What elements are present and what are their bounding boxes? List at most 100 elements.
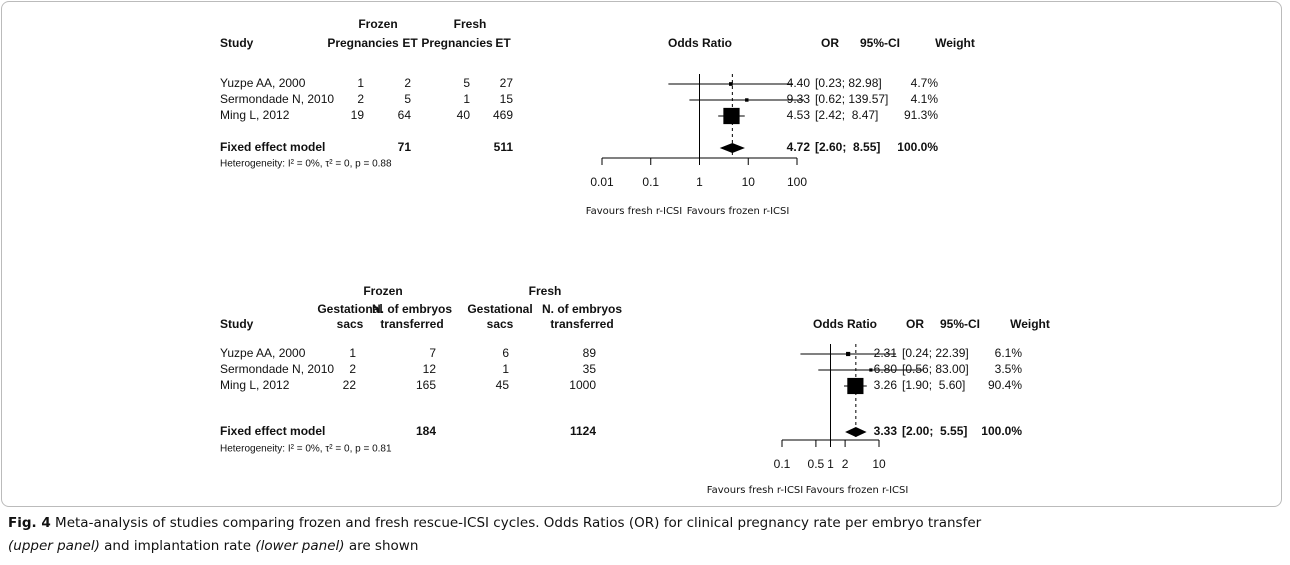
count: 1 xyxy=(357,76,364,90)
pooled-or: 4.72 xyxy=(787,140,811,154)
study-label: Yuzpe AA, 2000 xyxy=(220,346,306,360)
x-tick-label: 0.1 xyxy=(774,457,791,471)
total: 1124 xyxy=(570,424,596,438)
ci-label: [1.90; 5.60] xyxy=(902,378,965,392)
pooled-or: 3.33 xyxy=(874,424,898,438)
count: 22 xyxy=(343,378,357,392)
count: 1 xyxy=(349,346,356,360)
pooled-label: Fixed effect model xyxy=(220,424,325,438)
or-label: 6.80 xyxy=(874,362,898,376)
effect-box xyxy=(847,377,864,395)
count: 15 xyxy=(500,92,514,106)
x-tick-label: 1 xyxy=(827,457,834,471)
favours-left: Favours fresh r-ICSI xyxy=(707,485,803,496)
or-label: 4.53 xyxy=(787,108,811,122)
x-tick-label: 0.1 xyxy=(642,175,659,189)
weight-label: 90.4% xyxy=(988,378,1022,392)
favours-right: Favours frozen r-ICSI xyxy=(806,485,909,496)
count: 6 xyxy=(502,346,509,360)
count: 7 xyxy=(429,346,436,360)
or-label: 4.40 xyxy=(787,76,811,90)
column-header: Weight xyxy=(935,36,975,50)
effect-box xyxy=(745,98,749,102)
column-header: Weight xyxy=(1010,317,1050,331)
figure-caption: Fig. 4 Meta-analysis of studies comparin… xyxy=(8,512,1283,558)
column-header: Odds Ratio xyxy=(668,36,732,50)
weight-label: 6.1% xyxy=(995,346,1023,360)
heterogeneity: Heterogeneity: I² = 0%, τ² = 0, p = 0.88 xyxy=(220,159,392,170)
heterogeneity: Heterogeneity: I² = 0%, τ² = 0, p = 0.81 xyxy=(220,444,392,455)
count: 45 xyxy=(496,378,510,392)
count: 5 xyxy=(404,92,411,106)
column-header: ET xyxy=(402,36,418,50)
column-header: sacs xyxy=(487,317,514,331)
pooled-ci: [2.60; 8.55] xyxy=(815,140,880,154)
caption-italic: (upper panel) xyxy=(8,538,100,554)
effect-box xyxy=(729,82,733,86)
study-label: Ming L, 2012 xyxy=(220,378,290,392)
column-header: ET xyxy=(495,36,511,50)
count: 27 xyxy=(500,76,514,90)
or-label: 2.31 xyxy=(874,346,898,360)
group-header: Fresh xyxy=(454,17,487,31)
study-label: Yuzpe AA, 2000 xyxy=(220,76,306,90)
count: 5 xyxy=(463,76,470,90)
column-header: Gestational xyxy=(467,302,532,316)
ci-label: [0.56; 83.00] xyxy=(902,362,969,376)
x-tick-label: 0.5 xyxy=(808,457,825,471)
group-header: Fresh xyxy=(529,284,562,298)
column-header: sacs xyxy=(337,317,364,331)
column-header: 95%-CI xyxy=(940,317,980,331)
effect-box xyxy=(869,368,873,372)
ci-label: [2.42; 8.47] xyxy=(815,108,878,122)
count: 1000 xyxy=(569,378,596,392)
effect-box xyxy=(723,107,740,125)
column-header: 95%-CI xyxy=(860,36,900,50)
figure-frame xyxy=(1,1,1282,507)
weight-label: 4.7% xyxy=(911,76,939,90)
pooled-weight: 100.0% xyxy=(897,140,938,154)
pooled-diamond xyxy=(719,143,745,153)
column-header: OR xyxy=(906,317,924,331)
group-header: Frozen xyxy=(358,17,397,31)
x-tick-label: 2 xyxy=(842,457,849,471)
count: 2 xyxy=(404,76,411,90)
total: 184 xyxy=(416,424,436,438)
study-label: Sermondade N, 2010 xyxy=(220,92,334,106)
caption-text: Meta-analysis of studies comparing froze… xyxy=(55,515,982,531)
caption-text: and implantation rate xyxy=(104,538,252,554)
column-header: Pregnancies xyxy=(421,36,493,50)
pooled-diamond xyxy=(845,427,867,437)
group-header: Frozen xyxy=(363,284,402,298)
count: 165 xyxy=(416,378,436,392)
pooled-weight: 100.0% xyxy=(981,424,1022,438)
ci-label: [0.23; 82.98] xyxy=(815,76,882,90)
or-label: 9.33 xyxy=(787,92,811,106)
x-tick-label: 10 xyxy=(742,175,756,189)
total: 511 xyxy=(494,140,514,154)
weight-label: 3.5% xyxy=(995,362,1023,376)
column-header: Study xyxy=(220,36,254,50)
count: 2 xyxy=(349,362,356,376)
column-header: Study xyxy=(220,317,254,331)
count: 2 xyxy=(357,92,364,106)
caption-italic: (lower panel) xyxy=(255,538,345,554)
ci-label: [0.62; 139.57] xyxy=(815,92,888,106)
ci-label: [0.24; 22.39] xyxy=(902,346,969,360)
count: 19 xyxy=(351,108,365,122)
count: 89 xyxy=(583,346,597,360)
study-label: Ming L, 2012 xyxy=(220,108,290,122)
column-header: transferred xyxy=(380,317,443,331)
study-label: Sermondade N, 2010 xyxy=(220,362,334,376)
column-header: OR xyxy=(821,36,839,50)
count: 1 xyxy=(502,362,509,376)
count: 1 xyxy=(463,92,470,106)
weight-label: 4.1% xyxy=(911,92,939,106)
count: 35 xyxy=(583,362,597,376)
column-header: N. of embryos xyxy=(542,302,622,316)
x-tick-label: 10 xyxy=(872,457,886,471)
weight-label: 91.3% xyxy=(904,108,938,122)
favours-right: Favours frozen r-ICSI xyxy=(687,206,790,217)
